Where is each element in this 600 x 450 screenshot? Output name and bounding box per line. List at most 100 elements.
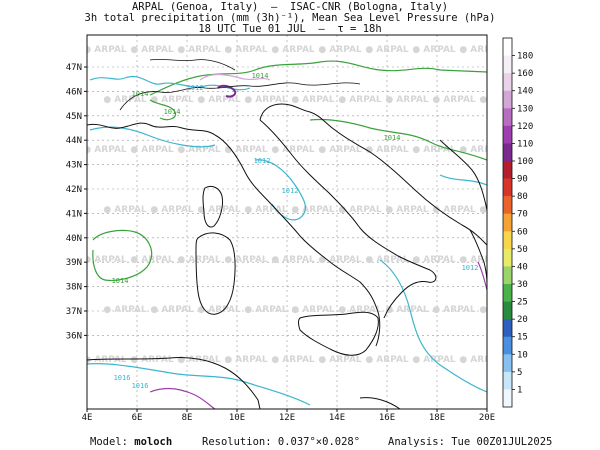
colorbar-tick-label: 120 <box>517 122 533 132</box>
arpal-watermark: ● ARPAL <box>83 355 127 365</box>
colorbar-band <box>503 55 512 74</box>
arpal-watermark: ● ARPAL <box>338 205 382 215</box>
lon-tick-label: 4E <box>82 413 93 423</box>
colorbar-tick-label: 180 <box>517 52 533 62</box>
lat-tick-label: 43N <box>66 161 82 171</box>
footer-resolution-value: 0.037°×0.028° <box>277 436 361 448</box>
arpal-watermark: ● ARPAL <box>459 255 503 265</box>
arpal-watermark: ● ARPAL <box>271 255 315 265</box>
arpal-watermark: ● ARPAL <box>459 145 503 155</box>
arpal-watermark: ● ARPAL <box>385 305 429 315</box>
arpal-watermark: ● ARPAL <box>197 205 241 215</box>
coast-sardinia <box>195 232 236 315</box>
arpal-watermark: ● ARPAL <box>271 45 315 55</box>
arpal-watermark: ● ARPAL <box>103 305 147 315</box>
arpal-watermark: ● ARPAL <box>224 255 268 265</box>
arpal-watermark: ● ARPAL <box>103 95 147 105</box>
colorbar-band <box>503 319 512 338</box>
footer-model-value: moloch <box>134 436 173 448</box>
isobar-label: 1014 <box>384 134 401 142</box>
isobar-label-layer: 1014 1012 1014 1012 1012 1014 1014 1014 10161016… <box>112 72 479 390</box>
longitude-labels: 4E 6E 8E 10E 12E 14E 16E 18E 20E <box>82 409 495 423</box>
arpal-watermark: ● ARPAL <box>385 205 429 215</box>
footer-analysis: Analysis: Tue 00Z01JUL2025 <box>388 436 552 448</box>
coast-corsica <box>202 185 223 228</box>
arpal-watermark: ● ARPAL <box>244 95 288 105</box>
colorbar-tick-label: 5 <box>517 368 522 378</box>
colorbar-tick-label: 100 <box>517 157 533 167</box>
arpal-watermark: ● ARPAL <box>271 355 315 365</box>
lat-tick-label: 38N <box>66 283 82 293</box>
arpal-watermark: ● ARPAL <box>224 355 268 365</box>
footer-resolution-label: Resolution: <box>202 436 272 448</box>
colorbar-band <box>503 284 512 302</box>
arpal-watermark: ● ARPAL <box>130 255 174 265</box>
lat-tick-label: 47N <box>66 63 82 73</box>
colorbar-band <box>503 161 512 179</box>
colorbar-tick-label: 15 <box>517 333 528 343</box>
colorbar-band <box>503 389 512 408</box>
isobar-green-adriatic <box>309 118 487 161</box>
arpal-watermark: ● ARPAL <box>244 205 288 215</box>
colorbar-tick-label: 30 <box>517 280 528 290</box>
isobar-label: 1012 <box>282 187 299 195</box>
colorbar-tick-label: 1 <box>517 385 522 395</box>
arpal-watermark: ● ARPAL <box>224 45 268 55</box>
arpal-watermark: ● ARPAL <box>365 255 409 265</box>
isobar-label: 1012 <box>187 84 204 92</box>
arpal-watermark: ● ARPAL <box>365 45 409 55</box>
lon-tick-label: 8E <box>182 413 193 423</box>
lon-tick-label: 16E <box>379 413 395 423</box>
colorbar-tick-label: 70 <box>517 210 528 220</box>
colorbar-band <box>503 371 512 390</box>
header-line-1: ARPAL (Genoa, Italy) — ISAC-CNR (Bologna… <box>131 1 449 13</box>
coast-tunisia <box>87 357 261 409</box>
lat-tick-label: 46N <box>66 87 82 97</box>
lat-tick-label: 44N <box>66 136 82 146</box>
precip-cyan-ionian <box>379 259 487 393</box>
footer-resolution: Resolution: 0.037°×0.028° <box>202 436 360 448</box>
isobar-label: 1012 <box>254 157 271 165</box>
precip-purple-greece <box>477 261 487 291</box>
latitude-labels: 47N 46N 45N 44N 43N 42N 41N 40N 39N 38N 37N 36N <box>66 63 87 341</box>
precip-cyan-balkans <box>439 174 487 186</box>
isobar-label: 1016 <box>114 374 131 382</box>
arpal-watermark: ● ARPAL <box>479 205 523 215</box>
isobar-green-corsica <box>149 99 177 121</box>
colorbar-frame <box>502 37 513 408</box>
colorbar-tick-label: 110 <box>517 139 533 149</box>
coast-italy-east <box>259 119 437 319</box>
colorbar-tick-label: 60 <box>517 227 528 237</box>
coast-italy-west <box>214 134 381 347</box>
arpal-watermark: ● ARPAL <box>385 95 429 105</box>
isobar-label: 1012 <box>462 264 479 272</box>
colorbar-band <box>503 248 512 267</box>
arpal-watermark: ● ARPAL <box>432 95 476 105</box>
isobar-label: 1014 <box>132 90 149 98</box>
arpal-watermark: ● ARPAL <box>318 145 362 155</box>
lat-tick-label: 42N <box>66 185 82 195</box>
watermark-layer: ● ARPAL ● ARPAL ● ARPAL ● ARPAL ● ARPAL ● ARP… <box>83 45 523 365</box>
arpal-watermark: ● ARPAL <box>130 355 174 365</box>
arpal-watermark: ● ARPAL <box>103 205 147 215</box>
colorbar-tick-label: 130 <box>517 104 533 114</box>
lat-tick-label: 36N <box>66 331 82 341</box>
lon-tick-label: 12E <box>279 413 295 423</box>
footer-model-label: Model: <box>90 436 128 448</box>
arpal-watermark: ● ARPAL <box>83 45 127 55</box>
arpal-watermark: ● ARPAL <box>150 95 194 105</box>
arpal-watermark: ● ARPAL <box>412 255 456 265</box>
border-alps <box>119 82 361 111</box>
colorbar-band <box>503 266 512 285</box>
arpal-watermark: ● ARPAL <box>177 355 221 365</box>
arpal-watermark: ● ARPAL <box>130 45 174 55</box>
precip-purple-alps <box>217 84 237 98</box>
header-line-2: 3h total precipitation (mm (3h)⁻¹), Mean… <box>84 12 496 24</box>
colorbar-tick-label: 20 <box>517 315 528 325</box>
coast-sicily <box>298 311 379 356</box>
isobar-label: 1014 <box>112 277 129 285</box>
arpal-watermark: ● ARPAL <box>479 95 523 105</box>
arpal-watermark: ● ARPAL <box>365 145 409 155</box>
arpal-watermark: ● ARPAL <box>177 255 221 265</box>
arpal-watermark: ● ARPAL <box>318 255 362 265</box>
